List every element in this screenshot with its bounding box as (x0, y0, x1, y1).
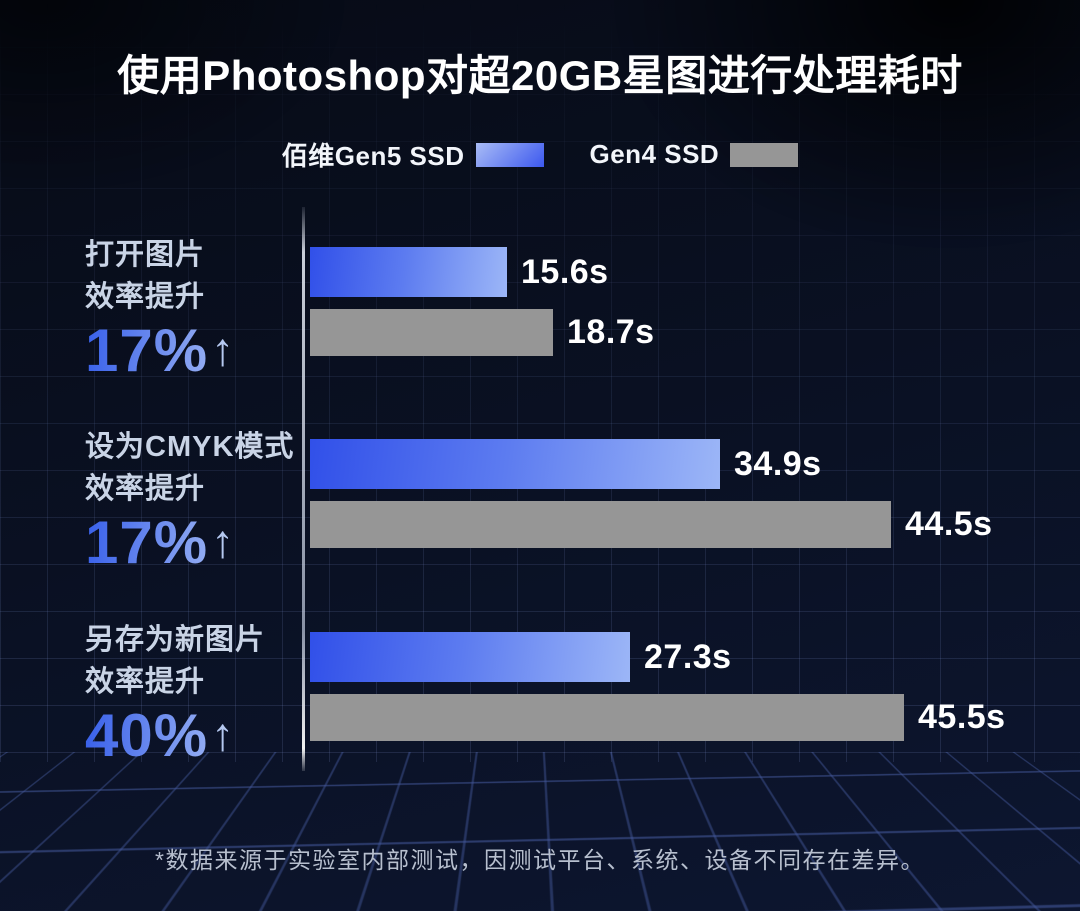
gen5-value: 34.9s (734, 444, 822, 483)
bar-pair: 15.6s 18.7s (310, 247, 655, 356)
gen4-bar-row: 18.7s (310, 309, 655, 356)
improvement-percent: 40% (85, 702, 209, 769)
improvement: 40% ↑ (85, 705, 315, 767)
gen5-bar-row: 27.3s (310, 632, 1006, 682)
improvement: 17% ↑ (85, 320, 315, 382)
chart-legend: 佰维Gen5 SSD Gen4 SSD (0, 136, 1080, 173)
task-label: 设为CMYK模式 (85, 431, 295, 463)
gen4-value: 44.5s (905, 505, 993, 543)
gen5-bar (310, 247, 507, 297)
group-label-block: 另存为新图片 效率提升 40% ↑ (85, 619, 315, 767)
gen5-value: 27.3s (644, 637, 732, 676)
boost-caption: 效率提升 (85, 281, 206, 313)
chart-group: 打开图片 效率提升 17% ↑ 15.6s 18.7s (0, 239, 1080, 420)
up-arrow-icon: ↑ (211, 708, 235, 760)
improvement: 17% ↑ (85, 512, 315, 574)
gen5-value: 15.6s (521, 252, 609, 291)
chart-group: 设为CMYK模式 效率提升 17% ↑ 34.9s 44.5s (0, 431, 1080, 612)
task-label: 打开图片 (85, 239, 206, 271)
improvement-percent: 17% (85, 317, 209, 384)
chart-group: 另存为新图片 效率提升 40% ↑ 27.3s 45.5s (0, 624, 1080, 805)
page-title: 使用Photoshop对超20GB星图进行处理耗时 (117, 52, 963, 99)
boost-caption: 效率提升 (85, 473, 206, 505)
gen4-bar-row: 45.5s (310, 694, 1006, 741)
gen4-bar-row: 44.5s (310, 501, 993, 548)
bar-pair: 27.3s 45.5s (310, 632, 1006, 741)
legend-gen4-label: Gen4 SSD (589, 139, 720, 169)
improvement-percent: 17% (85, 509, 209, 576)
gen4-bar (310, 309, 553, 356)
group-label-block: 设为CMYK模式 效率提升 17% ↑ (85, 426, 315, 574)
up-arrow-icon: ↑ (211, 323, 235, 375)
chart-axis-line (302, 207, 305, 771)
task-label: 另存为新图片 (85, 624, 266, 656)
boost-caption: 效率提升 (85, 666, 206, 698)
gen5-bar (310, 632, 630, 682)
gen5-bar-row: 15.6s (310, 247, 655, 297)
gen5-bar (310, 439, 720, 489)
gen4-bar (310, 694, 904, 741)
legend-gen5-label: 佰维Gen5 SSD (281, 141, 465, 171)
gen4-value: 45.5s (918, 698, 1006, 736)
footnote: *数据来源于实验室内部测试，因测试平台、系统、设备不同存在差异。 (155, 847, 925, 873)
bar-pair: 34.9s 44.5s (310, 439, 993, 548)
group-label-block: 打开图片 效率提升 17% ↑ (85, 234, 315, 382)
up-arrow-icon: ↑ (211, 515, 235, 567)
gen4-value: 18.7s (567, 313, 655, 351)
gen4-bar (310, 501, 891, 548)
legend-gen4-swatch (730, 142, 799, 167)
gen5-bar-row: 34.9s (310, 439, 993, 489)
legend-gen5-swatch (475, 142, 544, 167)
